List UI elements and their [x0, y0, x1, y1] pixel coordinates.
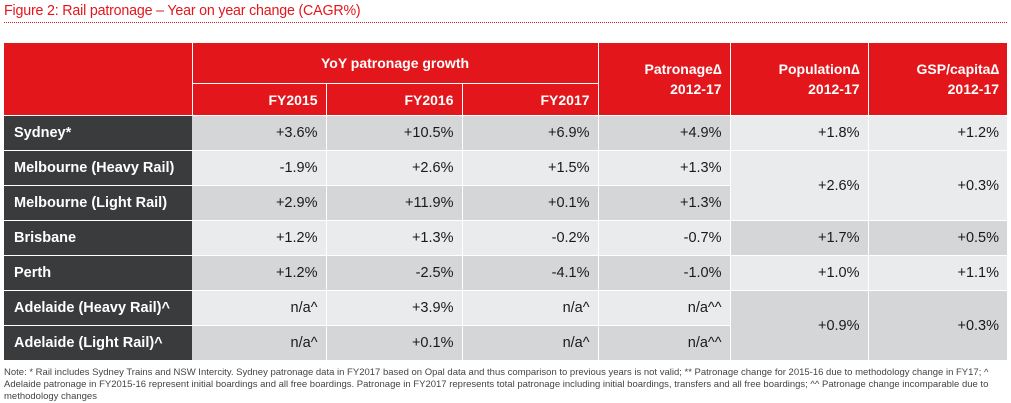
cell-fy2016: +3.9%: [326, 290, 463, 326]
header-corner: [4, 43, 193, 116]
cell-fy2015: +2.9%: [192, 185, 327, 221]
cell-fy2015: +3.6%: [192, 115, 327, 151]
patronage-table: YoY patronage growth Patronage∆ 2012-17 …: [4, 43, 1008, 361]
cell-patronage: +4.9%: [598, 115, 731, 151]
figure-title: Figure 2: Rail patronage – Year on year …: [4, 2, 361, 19]
cell-gsp: +0.5%: [868, 220, 1008, 256]
cell-fy2017: +1.5%: [462, 150, 599, 186]
header-patronage-line1: Patronage∆: [644, 61, 722, 77]
cell-fy2016: +11.9%: [326, 185, 463, 221]
cell-fy2017: n/a^: [462, 290, 599, 326]
cell-patronage: +1.3%: [598, 150, 731, 186]
header-patronage-change: Patronage∆ 2012-17: [598, 43, 731, 116]
cell-gsp: +1.1%: [868, 255, 1008, 291]
cell-fy2016: +0.1%: [326, 325, 463, 361]
cell-population: +1.7%: [730, 220, 869, 256]
header-fy2016: FY2016: [326, 83, 463, 116]
cell-fy2016: +2.6%: [326, 150, 463, 186]
row-label: Sydney*: [4, 115, 192, 151]
row-label: Melbourne (Light Rail): [4, 185, 192, 221]
cell-fy2015: n/a^: [192, 290, 327, 326]
cell-population-melbourne: +2.6%: [730, 150, 869, 221]
header-fy2015: FY2015: [192, 83, 327, 116]
cell-fy2016: +1.3%: [326, 220, 463, 256]
row-label: Adelaide (Light Rail)^: [4, 325, 192, 361]
cell-fy2015: +1.2%: [192, 255, 327, 291]
table-row: Melbourne (Light Rail) +2.9% +11.9% +0.1…: [4, 185, 1007, 221]
table-row: Adelaide (Heavy Rail)^ n/a^ +3.9% n/a^ n…: [4, 290, 1008, 361]
cell-population: +1.0%: [730, 255, 869, 291]
cell-patronage: n/a^^: [598, 325, 731, 361]
header-population-change: Population∆ 2012-17: [730, 43, 869, 116]
title-divider: [4, 22, 1007, 23]
header-gsp-change: GSP/capita∆ 2012-17: [868, 43, 1008, 116]
cell-population: +1.8%: [730, 115, 869, 151]
cell-fy2017: -4.1%: [462, 255, 599, 291]
header-patronage-line2: 2012-17: [670, 81, 722, 97]
cell-fy2015: +1.2%: [192, 220, 327, 256]
cell-fy2015: n/a^: [192, 325, 327, 361]
table-row: Melbourne (Heavy Rail) -1.9% +2.6% +1.5%…: [4, 150, 1008, 221]
table-row: Sydney* +3.6% +10.5% +6.9% +4.9% +1.8% +…: [4, 115, 1008, 151]
cell-fy2017: n/a^: [462, 325, 599, 361]
cell-fy2016: +10.5%: [326, 115, 463, 151]
cell-patronage: n/a^^: [598, 290, 731, 326]
table-row: Perth +1.2% -2.5% -4.1% -1.0% +1.0% +1.1…: [4, 255, 1008, 291]
header-yoy-growth: YoY patronage growth: [192, 43, 599, 84]
cell-population-adelaide: +0.9%: [730, 290, 869, 361]
cell-fy2017: -0.2%: [462, 220, 599, 256]
header-population-line2: 2012-17: [808, 81, 860, 97]
row-label: Melbourne (Heavy Rail): [4, 150, 192, 186]
cell-gsp-melbourne: +0.3%: [868, 150, 1008, 221]
header-fy2017: FY2017: [462, 83, 599, 116]
cell-fy2016: -2.5%: [326, 255, 463, 291]
cell-fy2015: -1.9%: [192, 150, 327, 186]
row-label: Perth: [4, 255, 192, 291]
row-label: Brisbane: [4, 220, 192, 256]
header-gsp-line1: GSP/capita∆: [916, 61, 1000, 77]
header-population-line1: Population∆: [778, 61, 860, 77]
footnote: Note: * Rail includes Sydney Trains and …: [4, 367, 989, 402]
cell-patronage: -0.7%: [598, 220, 731, 256]
cell-gsp-adelaide: +0.3%: [868, 290, 1008, 361]
cell-fy2017: +0.1%: [462, 185, 599, 221]
cell-gsp: +1.2%: [868, 115, 1008, 151]
table-row: Adelaide (Light Rail)^ n/a^ +0.1% n/a^ n…: [4, 325, 1007, 361]
table-row: Brisbane +1.2% +1.3% -0.2% -0.7% +1.7% +…: [4, 220, 1008, 256]
cell-patronage: +1.3%: [598, 185, 731, 221]
row-label: Adelaide (Heavy Rail)^: [4, 290, 192, 326]
cell-patronage: -1.0%: [598, 255, 731, 291]
header-gsp-line2: 2012-17: [947, 81, 1000, 97]
cell-fy2017: +6.9%: [462, 115, 599, 151]
